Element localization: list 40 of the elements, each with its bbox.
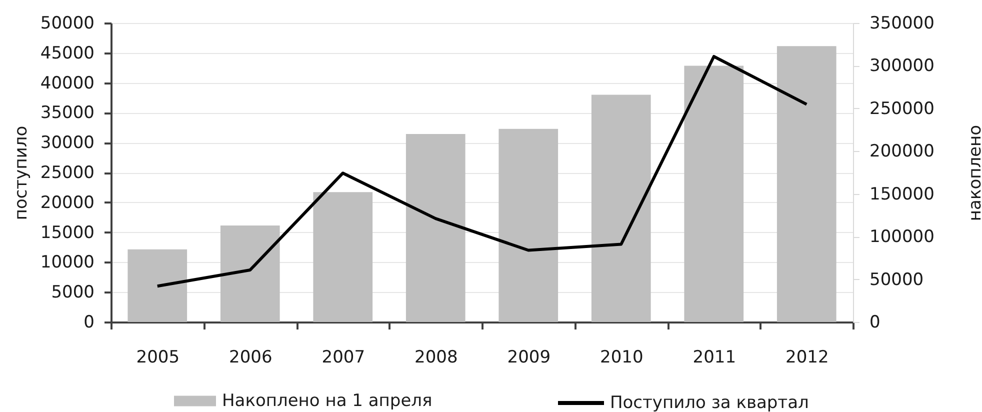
y-tick-label: 45000 — [40, 43, 94, 64]
bar — [313, 192, 373, 322]
legend-label: Поступило за квартал — [610, 393, 809, 412]
bar — [591, 94, 651, 322]
y2-tick-label: 150000 — [870, 184, 934, 204]
y2-tick-label: 100000 — [870, 227, 934, 248]
y2-tick-label: 200000 — [870, 142, 934, 162]
x-tick-label: 2006 — [228, 348, 272, 368]
y2-tick-label: 350000 — [870, 14, 934, 34]
y-tick-label: 40000 — [40, 73, 94, 94]
y-tick-label: 25000 — [40, 163, 94, 183]
bar — [220, 225, 280, 322]
y2-tick-label: 0 — [870, 312, 880, 332]
y-tick-label: 5000 — [51, 282, 94, 303]
y-tick-label: 0 — [84, 312, 94, 332]
bar — [776, 46, 836, 322]
y2-tick-label: 250000 — [870, 98, 934, 119]
x-tick-label: 2007 — [322, 348, 366, 368]
y-tick-label: 35000 — [40, 103, 94, 124]
y2-tick-label: 50000 — [870, 270, 924, 290]
x-tick-label: 2009 — [507, 348, 551, 368]
x-tick-label: 2005 — [136, 348, 180, 368]
x-tick-label: 2008 — [414, 348, 458, 368]
y-tick-label: 30000 — [40, 133, 94, 154]
y-tick-label: 20000 — [40, 192, 94, 213]
y2-axis-title: накоплено — [966, 124, 982, 222]
bar — [684, 66, 744, 322]
bar — [128, 249, 188, 322]
y-tick-label: 15000 — [40, 222, 94, 243]
bar — [498, 128, 558, 322]
y2-tick-label: 300000 — [870, 56, 934, 76]
legend-label: Накоплено на 1 апреля — [222, 391, 432, 411]
x-tick-label: 2010 — [600, 348, 644, 368]
x-tick-label: 2011 — [692, 348, 736, 368]
line-series — [156, 54, 808, 288]
y-tick-label: 50000 — [40, 14, 94, 34]
y-tick-label: 10000 — [40, 252, 94, 273]
y-axis-title: поступило — [12, 126, 32, 220]
bar — [406, 134, 466, 322]
x-tick-label: 2012 — [785, 348, 829, 368]
